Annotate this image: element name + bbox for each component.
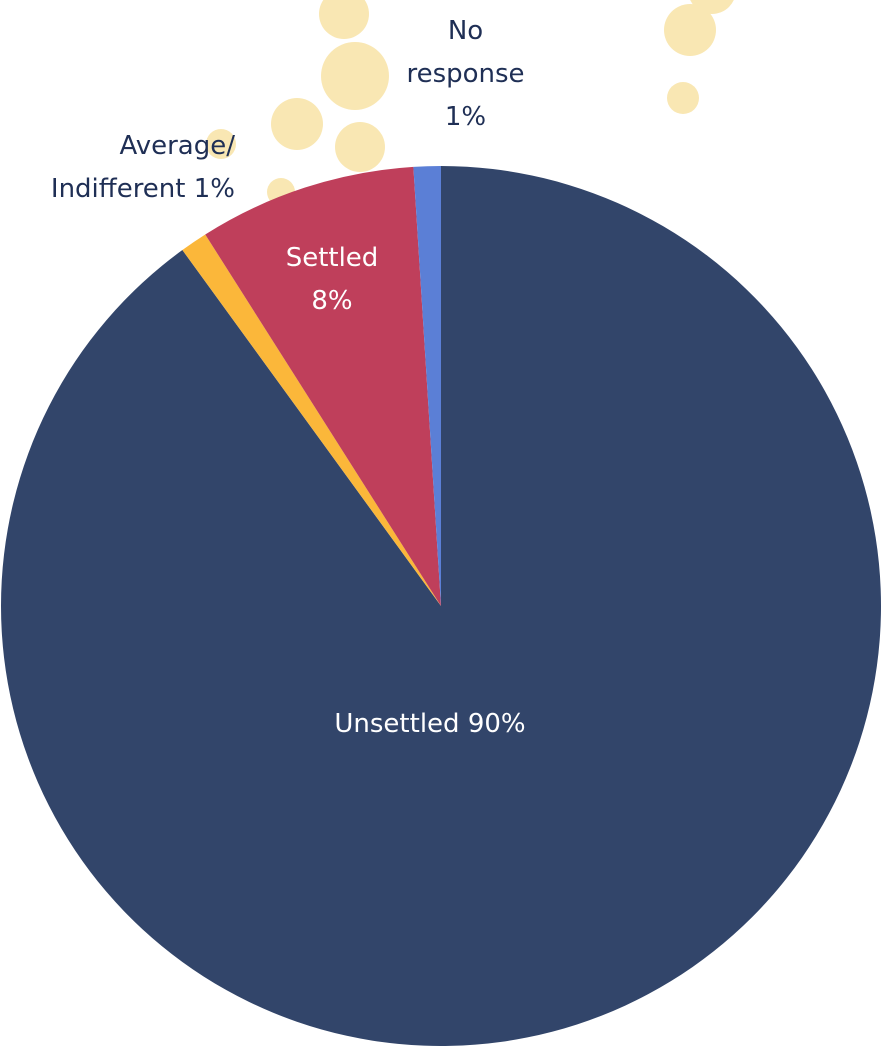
slice-label: Average/ Indifferent 1% [15, 125, 235, 211]
slice-name: Average/ Indifferent [50, 131, 235, 204]
pie [0, 166, 882, 1046]
slice-label: No response 1% [393, 10, 538, 139]
slice-value: 90% [467, 709, 526, 739]
slice-name: Settled [285, 243, 379, 273]
pie-slice [0, 166, 882, 1046]
slice-value: 1% [193, 174, 235, 204]
slice-label: Unsettled 90% [230, 703, 630, 746]
pie-slice [182, 234, 441, 606]
slice-name: No response [406, 16, 525, 89]
slice-label: Settled 8% [274, 237, 390, 323]
slice-value: 8% [311, 286, 353, 316]
decoration [206, 0, 734, 206]
slice-name: Unsettled [334, 709, 460, 739]
pie-slice [413, 166, 441, 606]
pie-slice [205, 166, 441, 607]
slice-value: 1% [444, 102, 487, 132]
